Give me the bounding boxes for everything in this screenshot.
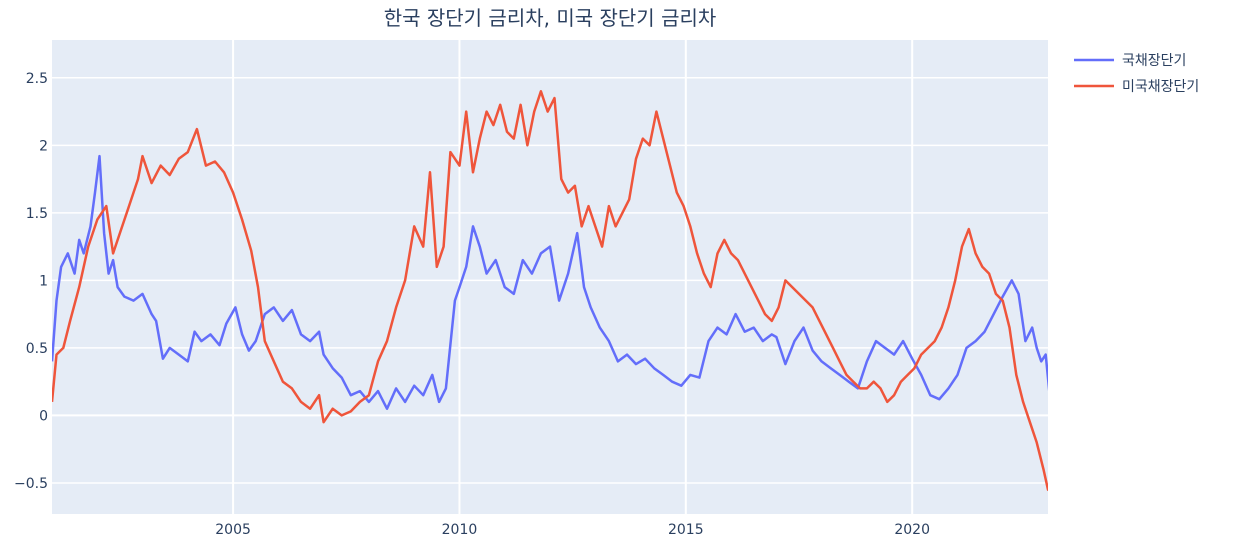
legend-item-2[interactable]: 미국채장단기: [1074, 79, 1199, 95]
legend-label: 미국채장단기: [1122, 79, 1199, 95]
x-tick-labels: 2005 2010 2015 2020: [215, 522, 930, 538]
y-tick-labels: −0.5 0 0.5 1 1.5 2 2.5: [14, 71, 48, 492]
y-tick-label: 0.5: [26, 341, 48, 357]
y-tick-label: 1: [39, 273, 48, 289]
x-tick-label: 2010: [442, 522, 478, 538]
chart-title: 한국 장단기 금리차, 미국 장단기 금리차: [384, 6, 717, 30]
y-tick-label: −0.5: [14, 476, 48, 492]
y-tick-label: 2: [39, 138, 48, 154]
legend-label: 국채장단기: [1122, 53, 1186, 69]
legend-item-1[interactable]: 국채장단기: [1074, 53, 1186, 69]
x-tick-label: 2020: [894, 522, 930, 538]
x-tick-label: 2005: [215, 522, 251, 538]
y-tick-label: 2.5: [26, 71, 48, 87]
y-tick-label: 0: [39, 408, 48, 424]
series-line-1: [52, 154, 1048, 410]
x-tick-label: 2015: [668, 522, 704, 538]
y-gridlines: [52, 77, 1048, 484]
plot-background: [52, 40, 1048, 514]
series-layer: [52, 90, 1048, 491]
series-line-2: [52, 90, 1048, 491]
x-gridlines: [232, 40, 914, 514]
y-tick-label: 1.5: [26, 206, 48, 222]
